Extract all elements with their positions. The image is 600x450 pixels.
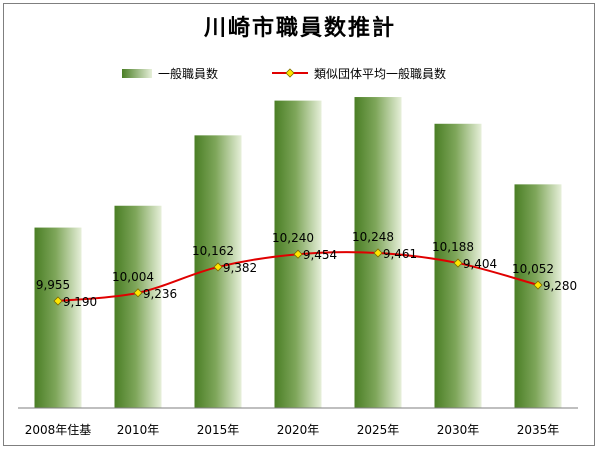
bar-0 xyxy=(34,227,82,408)
legend-line-label: 類似団体平均一般職員数 xyxy=(314,66,447,81)
line-point-1 xyxy=(133,288,143,298)
line-data-label-2: 9,382 xyxy=(223,261,257,275)
bar-data-label-0: 9,955 xyxy=(36,278,70,292)
line-data-label-1: 9,236 xyxy=(143,287,177,301)
x-tick-label-0: 2008年住基 xyxy=(25,423,92,437)
bar-data-label-2: 10,162 xyxy=(192,244,234,258)
x-tick-label-6: 2035年 xyxy=(517,423,560,437)
bar-data-label-5: 10,188 xyxy=(432,240,474,254)
bar-data-label-3: 10,240 xyxy=(272,231,314,245)
chart-title: 川崎市職員数推計 xyxy=(203,16,396,41)
legend-line-swatch xyxy=(272,68,308,78)
legend-item-line-series: 類似団体平均一般職員数 xyxy=(272,63,446,83)
line-data-label-0: 9,190 xyxy=(63,295,97,309)
line-data-label-6: 9,280 xyxy=(543,279,577,293)
x-tick-label-5: 2030年 xyxy=(437,423,480,437)
x-tick-label-1: 2010年 xyxy=(117,423,160,437)
line-point-6 xyxy=(533,280,543,290)
bar-data-label-4: 10,248 xyxy=(352,230,394,244)
line-data-label-4: 9,461 xyxy=(383,247,417,261)
line-point-2 xyxy=(213,262,223,272)
x-tick-label-3: 2020年 xyxy=(277,423,320,437)
legend: 一般職員数 類似団体平均一般職員数 xyxy=(0,63,600,83)
line-data-label-5: 9,404 xyxy=(463,257,497,271)
x-tick-label-2: 2015年 xyxy=(197,423,240,437)
legend-bar-swatch xyxy=(122,68,152,78)
bar-6 xyxy=(514,184,562,408)
x-tick-label-4: 2025年 xyxy=(357,423,400,437)
legend-bar-label: 一般職員数 xyxy=(158,66,219,81)
line-data-label-3: 9,454 xyxy=(303,248,337,262)
line-point-5 xyxy=(453,258,463,268)
line-point-0 xyxy=(53,296,63,306)
line-point-3 xyxy=(293,249,303,259)
bar-data-label-1: 10,004 xyxy=(112,270,154,284)
bar-1 xyxy=(114,205,162,408)
line-point-4 xyxy=(373,248,383,258)
bar-data-label-6: 10,052 xyxy=(512,262,554,276)
legend-item-bar-series: 一般職員数 xyxy=(122,63,218,83)
